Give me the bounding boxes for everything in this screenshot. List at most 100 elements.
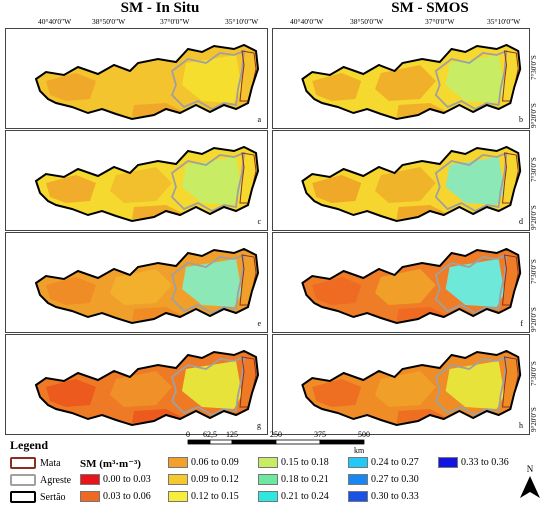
lat-label: 7°30'0"S <box>530 361 538 386</box>
north-arrow-shape <box>520 476 540 498</box>
sm-zone <box>46 379 96 407</box>
sm-class-item: 0.30 to 0.33 <box>348 491 419 502</box>
lon-label: 37°0'0"W <box>425 17 455 26</box>
sm-class-swatch <box>258 474 278 485</box>
sertao-state-boundary <box>34 349 260 427</box>
sm-zone <box>445 55 505 103</box>
sm-zone <box>182 55 242 103</box>
sm-class-swatch <box>258 491 278 502</box>
sm-zone <box>182 361 242 409</box>
agreste-boundary <box>434 151 508 213</box>
sm-zone <box>132 103 182 117</box>
lat-label: 7°30'0"S <box>530 259 538 284</box>
sm-zone <box>46 277 96 305</box>
map-panel-h: h <box>272 334 530 435</box>
lon-label: 40°40'0"W <box>290 17 324 26</box>
mata-swatch <box>10 457 36 469</box>
sm-class-swatch <box>348 474 368 485</box>
sm-class-label: 0.03 to 0.06 <box>103 491 151 502</box>
lon-label: 35°10'0"W <box>487 17 521 26</box>
legend-label: Mata <box>40 457 61 469</box>
title-smos: SM - SMOS <box>391 0 469 16</box>
sm-class-label: 0.00 to 0.03 <box>103 474 151 485</box>
sm-zone <box>375 269 436 305</box>
sm-zone <box>110 269 172 305</box>
sm-zone <box>396 205 446 219</box>
scale-segment <box>275 439 321 445</box>
sm-class-item: 0.33 to 0.36 <box>438 457 509 468</box>
sm-zone <box>312 175 362 203</box>
sm-class-label: 0.24 to 0.27 <box>371 457 419 468</box>
sm-zone <box>46 175 96 203</box>
sm-zone <box>110 65 172 101</box>
sm-zone <box>312 277 362 305</box>
sm-class-item: 0.06 to 0.09 <box>168 457 239 468</box>
sm-class-item: 0.03 to 0.06 <box>80 491 151 502</box>
sm-zone <box>445 361 505 409</box>
sertao-state-boundary <box>301 43 522 121</box>
scale-bar: 0 62,5 125 250 375 500 km <box>186 430 370 455</box>
agreste-boundary <box>434 355 508 417</box>
sm-zone <box>396 409 446 423</box>
title-in-situ: SM - In Situ <box>120 0 200 16</box>
sm-zone <box>182 157 242 205</box>
sm-class-swatch <box>258 457 278 468</box>
scale-segment <box>187 439 211 445</box>
sertao-state-boundary <box>34 247 260 325</box>
sm-class-item: 0.18 to 0.21 <box>258 474 329 485</box>
agreste-boundary <box>170 253 246 315</box>
sm-zone <box>132 307 182 321</box>
agreste-boundary <box>170 151 246 213</box>
sm-class-item: 0.24 to 0.27 <box>348 457 419 468</box>
agreste-boundary <box>434 253 508 315</box>
legend-agreste: Agreste <box>10 474 71 486</box>
scale-tick-label: 0 <box>186 430 190 439</box>
scale-unit: km <box>354 446 365 455</box>
agreste-swatch <box>10 474 36 486</box>
sm-zone <box>375 371 436 407</box>
sm-class-swatch <box>438 457 458 468</box>
sm-class-swatch <box>168 491 188 502</box>
scale-segment <box>209 439 233 445</box>
sertao-state-boundary <box>301 349 522 427</box>
lat-label: 7°30'0"S <box>530 157 538 182</box>
panel-tag: h <box>519 421 523 430</box>
sm-class-label: 0.27 to 0.30 <box>371 474 419 485</box>
sm-class-label: 0.30 to 0.33 <box>371 491 419 502</box>
scale-tick-label: 500 <box>358 430 370 439</box>
sm-class-swatch <box>80 474 100 485</box>
sm-class-item: 0.15 to 0.18 <box>258 457 329 468</box>
map-panel-d: d <box>272 130 530 231</box>
sm-zone <box>445 157 505 205</box>
sertao-state-boundary <box>301 247 522 325</box>
sertao-state-boundary <box>301 145 522 223</box>
lat-label: 9°20'0"S <box>530 103 538 128</box>
agreste-boundary <box>434 49 508 111</box>
panel-tag: f <box>520 319 523 328</box>
sm-zone <box>312 73 362 101</box>
legend-label: Sertão <box>40 491 66 503</box>
sm-class-item: 0.12 to 0.15 <box>168 491 239 502</box>
sm-class-label: 0.15 to 0.18 <box>281 457 329 468</box>
panel-tag: g <box>257 421 261 430</box>
sm-zone <box>375 65 436 101</box>
sm-class-item: 0.21 to 0.24 <box>258 491 329 502</box>
sm-class-label: 0.12 to 0.15 <box>191 491 239 502</box>
legend-label: Agreste <box>40 474 72 486</box>
panel-tag: e <box>257 319 261 328</box>
north-label: N <box>527 464 534 474</box>
sm-zone <box>132 409 182 423</box>
lon-label: 38°50'0"W <box>350 17 384 26</box>
sm-zone <box>46 73 96 101</box>
sm-class-label: 0.18 to 0.21 <box>281 474 329 485</box>
sm-class-swatch <box>168 457 188 468</box>
sm-class-swatch <box>80 491 100 502</box>
sm-class-label: 0.33 to 0.36 <box>461 457 509 468</box>
sm-zone <box>396 307 446 321</box>
lat-label: 9°20'0"S <box>530 407 538 432</box>
sm-class-label: 0.06 to 0.09 <box>191 457 239 468</box>
scale-segment <box>231 439 277 445</box>
sertao-state-boundary <box>34 43 260 121</box>
sm-zone <box>375 167 436 203</box>
map-panel-b: b <box>272 28 530 129</box>
